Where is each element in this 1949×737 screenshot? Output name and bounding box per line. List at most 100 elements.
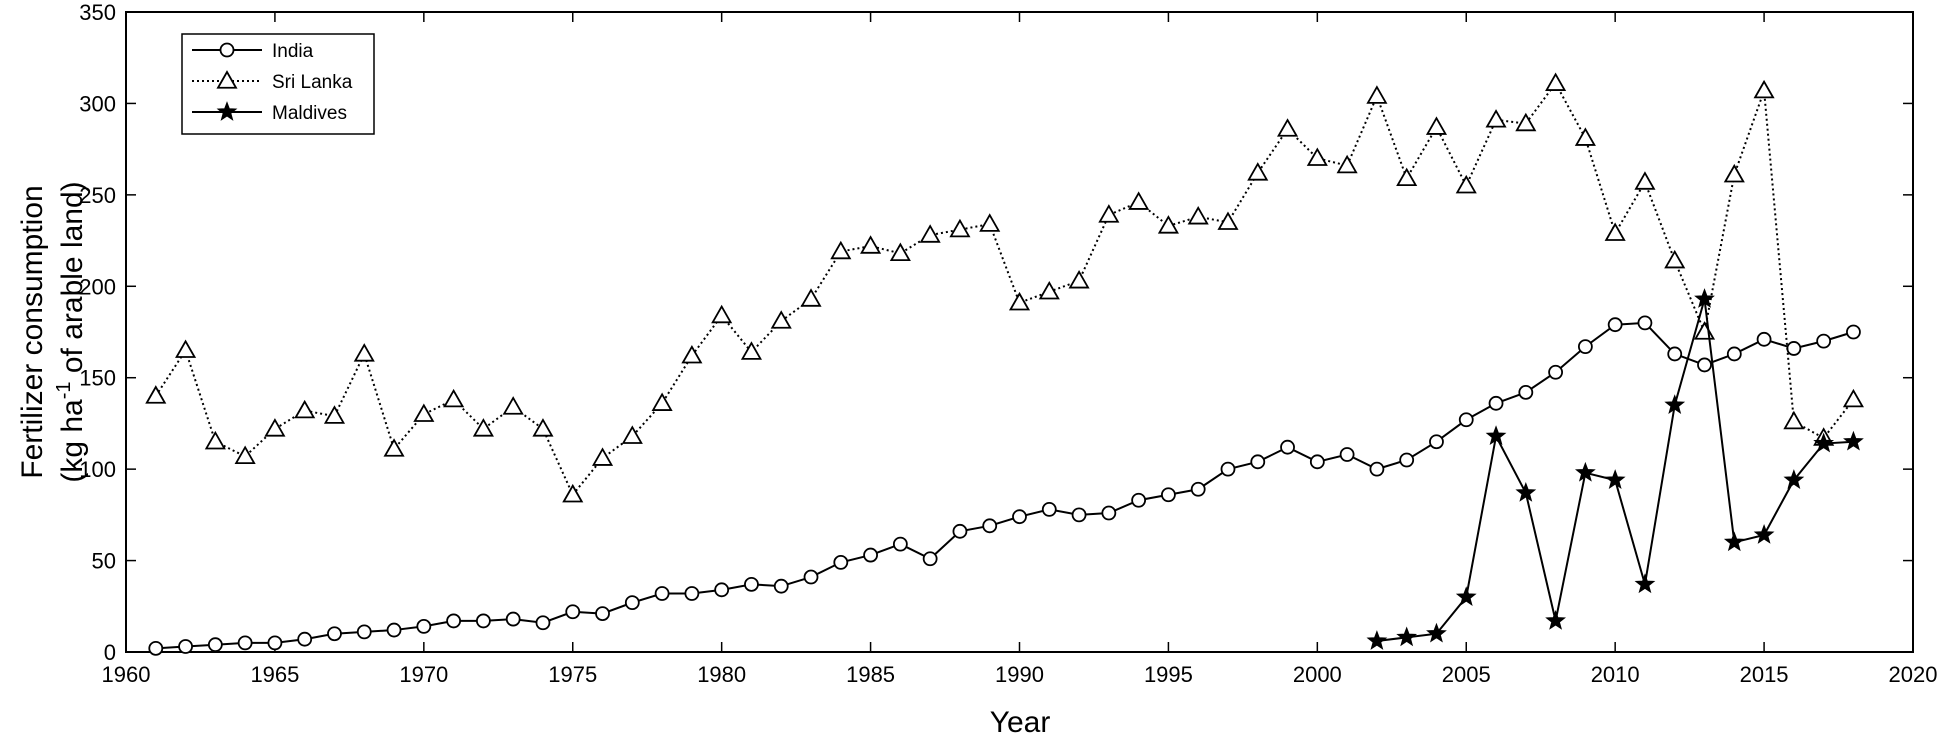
data-point-sri-lanka: [1217, 211, 1239, 230]
data-point-sri-lanka: [502, 396, 524, 415]
data-point-india: [237, 635, 253, 651]
legend: India Sri Lanka Maldives: [181, 33, 375, 135]
data-point-maldives: [1753, 524, 1775, 544]
data-point-india: [863, 547, 878, 563]
data-point-sri-lanka: [1276, 118, 1299, 137]
x-tick-label: 1960: [102, 662, 151, 687]
data-point-sri-lanka: [1604, 222, 1626, 241]
data-point-india: [744, 576, 759, 592]
y-axis: 0 50 100 150 200 250 300 350: [79, 0, 1913, 665]
data-point-sri-lanka: [1306, 147, 1328, 166]
data-point-india: [1488, 395, 1504, 411]
data-point-sri-lanka: [651, 392, 673, 411]
data-point-india: [922, 551, 938, 567]
data-point-india: [565, 604, 581, 620]
data-point-india: [833, 555, 849, 570]
data-point-sri-lanka: [1157, 215, 1179, 234]
data-point-sri-lanka: [1068, 269, 1090, 289]
data-point-india: [1607, 317, 1623, 333]
data-point-india: [1458, 412, 1474, 428]
data-point-sri-lanka: [621, 425, 643, 444]
data-point-sri-lanka: [1485, 109, 1507, 128]
data-point-sri-lanka: [800, 288, 822, 307]
data-point-india: [1637, 315, 1653, 331]
data-point-india: [327, 626, 342, 642]
y-axis-title-line2: (kg ha-1 of arable land): [53, 181, 89, 482]
data-point-sri-lanka: [1753, 79, 1775, 99]
legend-marker-maldives: [216, 101, 238, 121]
data-point-sri-lanka: [1723, 163, 1745, 183]
data-point-india: [1012, 509, 1027, 525]
data-point-india: [624, 595, 640, 611]
x-tick-label: 1985: [846, 662, 895, 687]
data-point-maldives: [1485, 425, 1507, 446]
data-point-india: [1667, 346, 1683, 362]
data-point-sri-lanka: [145, 385, 167, 404]
data-point-india: [297, 631, 313, 647]
data-point-india: [1250, 454, 1266, 470]
data-point-sri-lanka: [264, 418, 286, 437]
data-point-maldives: [1694, 288, 1715, 308]
x-tick-label: 2015: [1740, 662, 1789, 687]
data-point-maldives: [1455, 586, 1477, 606]
data-point-sri-lanka: [532, 418, 554, 437]
data-point-maldives: [1574, 461, 1596, 482]
series-maldives: [1366, 288, 1864, 650]
data-point-maldives: [1813, 432, 1835, 453]
legend-box: [181, 33, 375, 135]
data-point-sri-lanka: [175, 339, 197, 358]
data-point-sri-lanka: [234, 445, 256, 464]
data-point-sri-lanka: [443, 388, 465, 408]
data-point-india: [1816, 333, 1832, 349]
data-point-india: [803, 569, 819, 585]
data-point-sri-lanka: [1187, 205, 1209, 225]
data-point-sri-lanka: [949, 218, 971, 238]
data-point-india: [1429, 434, 1444, 450]
data-point-sri-lanka: [681, 344, 703, 364]
data-point-sri-lanka: [1545, 72, 1567, 91]
data-point-sri-lanka: [740, 341, 763, 360]
data-point-india: [1577, 339, 1593, 355]
data-point-sri-lanka: [1574, 127, 1596, 146]
data-point-india: [386, 622, 402, 638]
data-point-maldives: [1843, 430, 1864, 451]
data-point-sri-lanka: [353, 343, 375, 362]
data-point-sri-lanka: [860, 235, 882, 254]
data-point-india: [1756, 331, 1772, 347]
data-point-maldives: [1783, 469, 1805, 489]
data-point-sri-lanka: [1783, 410, 1805, 430]
y-tick-label: 100: [79, 457, 116, 482]
data-point-maldives: [1604, 469, 1626, 489]
data-point-india: [178, 639, 193, 654]
y-axis-title-line1: Fertilizer consumption: [16, 185, 49, 478]
data-point-india: [1101, 505, 1117, 521]
x-tick-label: 1965: [250, 662, 299, 687]
legend-label-sri-lanka: Sri Lanka: [272, 72, 353, 93]
data-point-india: [446, 613, 462, 629]
x-tick-label: 1995: [1144, 662, 1193, 687]
data-point-maldives: [1634, 573, 1656, 594]
data-point-india: [892, 536, 908, 552]
data-point-sri-lanka: [1366, 85, 1388, 104]
x-tick-label: 1990: [995, 662, 1044, 687]
data-point-sri-lanka: [562, 483, 584, 503]
data-point-sri-lanka: [413, 403, 435, 422]
data-point-maldives: [1515, 481, 1537, 502]
x-tick-label: 2010: [1591, 662, 1640, 687]
data-point-india: [1131, 492, 1147, 508]
y-tick-label: 300: [79, 91, 116, 116]
data-point-india: [982, 518, 998, 534]
data-point-sri-lanka: [323, 405, 346, 424]
data-point-india: [654, 586, 670, 601]
data-point-sri-lanka: [1842, 388, 1864, 408]
data-point-india: [773, 578, 789, 594]
x-axis: 1960 1965 1970 1975 1980 1985 1990 1995 2000 2005…: [102, 12, 1937, 687]
y-tick-label: 200: [79, 274, 116, 299]
y-tick-label: 150: [79, 366, 116, 391]
data-point-sri-lanka: [1128, 191, 1150, 210]
legend-label-india: India: [272, 41, 314, 62]
data-point-sri-lanka: [383, 438, 405, 457]
data-point-india: [714, 582, 730, 598]
data-point-india: [1220, 461, 1236, 477]
data-point-india: [1369, 461, 1385, 477]
